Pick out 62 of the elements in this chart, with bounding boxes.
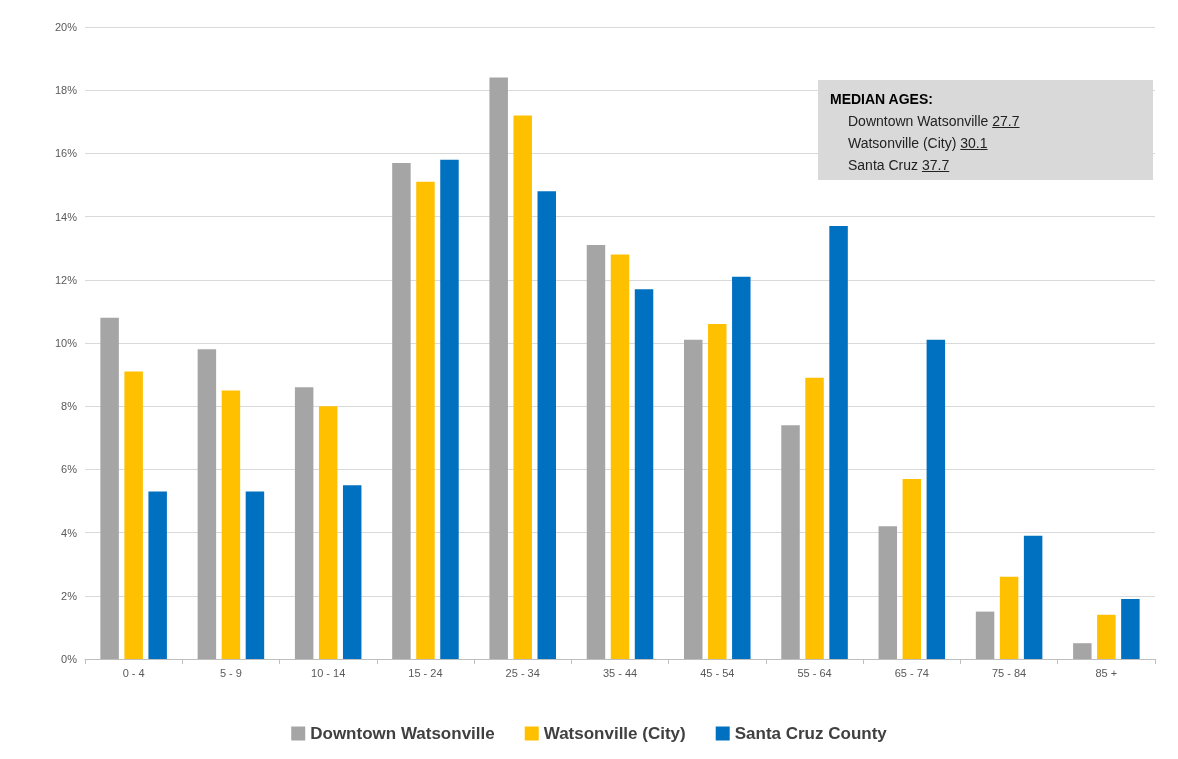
bar <box>926 339 946 659</box>
bar <box>489 77 508 659</box>
bar <box>805 377 824 659</box>
x-tick-label: 15 - 24 <box>408 666 443 679</box>
bar <box>221 390 241 659</box>
bar <box>416 181 435 659</box>
bar <box>197 349 217 659</box>
bar <box>245 491 265 659</box>
bar <box>829 226 848 659</box>
annotation: Watsonville (City) 30.1 <box>847 134 989 153</box>
bar <box>999 576 1019 659</box>
y-tick-label: 18% <box>54 84 78 97</box>
bar <box>610 254 630 659</box>
bar <box>684 339 703 659</box>
bar <box>1097 614 1116 659</box>
bar <box>586 245 606 659</box>
bar <box>1023 535 1043 659</box>
annotation: MEDIAN AGES: <box>830 90 934 109</box>
x-tick-label: 55 - 64 <box>797 666 832 679</box>
bar <box>124 371 143 659</box>
bar <box>148 491 167 659</box>
annotation: Santa Cruz 37.7 <box>847 156 951 175</box>
y-tick-label: 20% <box>54 21 78 33</box>
bar <box>878 526 898 659</box>
x-tick-label: 85 + <box>1095 666 1118 679</box>
y-tick-label: 10% <box>54 337 78 349</box>
y-tick-label: 14% <box>54 210 78 223</box>
bar <box>732 276 751 659</box>
x-tick-label: 35 - 44 <box>602 666 638 679</box>
x-tick-label: 25 - 34 <box>505 666 540 679</box>
bar <box>100 317 119 659</box>
legend-label: Santa Cruz County <box>734 724 888 743</box>
y-tick-label: 4% <box>61 526 78 539</box>
x-tick-label: 10 - 14 <box>311 666 346 679</box>
bar <box>537 191 556 659</box>
y-tick-label: 8% <box>61 400 78 413</box>
x-tick-label: 0 - 4 <box>122 666 145 679</box>
legend-label: Downtown Watsonville <box>310 724 495 743</box>
y-tick-label: 12% <box>54 273 78 286</box>
y-tick-label: 0% <box>61 653 78 665</box>
bar <box>708 324 727 659</box>
bar <box>294 387 314 659</box>
bar <box>1121 598 1140 659</box>
bar <box>392 162 411 659</box>
x-tick-label: 65 - 74 <box>894 666 929 679</box>
bar <box>781 425 800 659</box>
y-tick-label: 2% <box>61 589 78 602</box>
x-tick-label: 45 - 54 <box>700 666 735 679</box>
bar <box>440 159 459 659</box>
y-tick-label: 16% <box>54 147 78 160</box>
bar <box>634 289 654 659</box>
bar <box>1073 643 1092 659</box>
bar <box>975 611 995 659</box>
legend-label: Watsonville (City) <box>543 724 686 743</box>
bar <box>513 115 532 659</box>
bar <box>902 478 922 659</box>
x-tick-label: 5 - 9 <box>219 666 242 679</box>
x-tick-label: 75 - 84 <box>991 666 1027 679</box>
y-tick-label: 6% <box>61 463 78 476</box>
annotation: Downtown Watsonville 27.7 <box>847 112 1021 131</box>
bar <box>318 406 338 659</box>
bar <box>342 485 362 659</box>
